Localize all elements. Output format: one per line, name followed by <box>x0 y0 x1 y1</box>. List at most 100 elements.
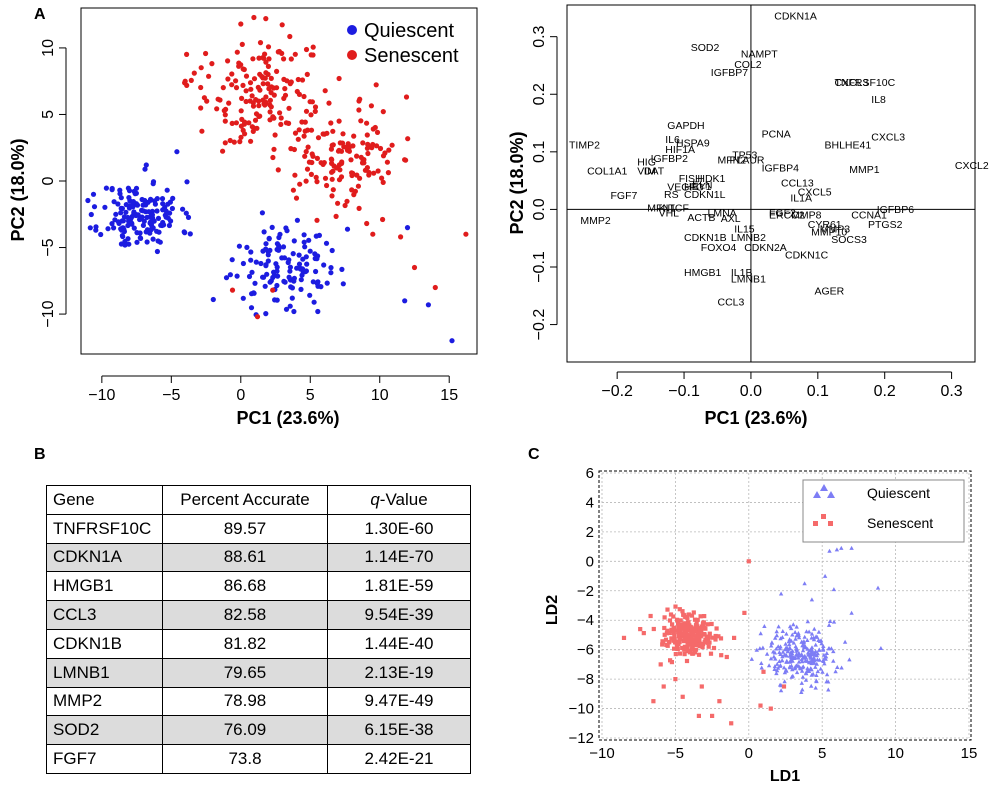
cell-percent-accurate: 81.82 <box>162 628 328 659</box>
point-senescent <box>238 21 244 27</box>
point-senescent <box>257 113 263 119</box>
point-quiescent <box>275 273 281 279</box>
point-quiescent <box>764 651 770 656</box>
point-senescent <box>322 175 329 181</box>
point-senescent <box>678 622 683 627</box>
point-senescent <box>696 713 701 718</box>
cell-percent-accurate: 79.65 <box>162 657 328 688</box>
point-quiescent <box>244 244 250 250</box>
point-senescent <box>312 108 318 114</box>
point-senescent <box>223 106 229 112</box>
point-senescent <box>226 100 232 106</box>
point-quiescent <box>289 295 295 301</box>
point-quiescent <box>303 254 309 260</box>
point-quiescent <box>805 638 810 642</box>
point-senescent <box>275 49 281 55</box>
gene-label: CCL13 <box>781 177 814 189</box>
point-senescent <box>287 33 293 40</box>
point-senescent <box>281 95 287 101</box>
point-senescent <box>203 50 209 57</box>
point-senescent <box>263 94 269 100</box>
point-senescent <box>677 639 682 644</box>
point-quiescent <box>762 624 767 628</box>
point-quiescent <box>210 296 216 303</box>
point-senescent <box>234 49 240 55</box>
point-senescent <box>262 102 268 108</box>
y-axis-label: PC2 (18.0%) <box>507 131 527 234</box>
point-senescent <box>206 73 212 79</box>
point-senescent <box>692 650 698 655</box>
cell-gene: CDKN1B <box>46 628 163 659</box>
point-senescent <box>710 635 715 640</box>
point-senescent <box>329 142 335 148</box>
point-senescent <box>661 684 666 689</box>
point-senescent <box>684 624 689 629</box>
point-quiescent <box>118 195 124 201</box>
point-quiescent <box>150 236 156 242</box>
point-senescent <box>198 65 204 71</box>
point-senescent <box>686 636 691 641</box>
point-senescent <box>677 607 682 612</box>
point-quiescent <box>810 648 815 653</box>
point-senescent <box>274 68 280 74</box>
point-quiescent <box>802 634 807 639</box>
point-quiescent <box>298 286 304 292</box>
point-quiescent <box>839 665 844 670</box>
point-senescent <box>222 118 228 124</box>
point-senescent <box>286 105 292 111</box>
point-senescent <box>638 627 643 632</box>
point-senescent <box>714 626 719 631</box>
point-senescent <box>239 116 245 122</box>
point-quiescent <box>279 255 285 261</box>
point-senescent <box>687 650 692 655</box>
point-quiescent <box>126 195 132 201</box>
point-senescent <box>673 628 678 633</box>
point-quiescent <box>290 251 296 257</box>
point-senescent <box>719 653 724 658</box>
point-senescent <box>361 160 367 166</box>
gene-label: CDKN1C <box>785 249 829 261</box>
point-quiescent <box>118 210 124 216</box>
y-tick-label: −2 <box>577 583 594 600</box>
point-quiescent <box>809 645 815 650</box>
point-senescent <box>680 694 685 699</box>
point-quiescent <box>780 658 785 663</box>
point-senescent <box>732 635 737 640</box>
x-tick-label: −0.2 <box>601 383 633 400</box>
point-senescent <box>214 106 220 112</box>
x-axis-ticks: −0.2 −0.1 0.0 0.1 0.2 0.3 <box>601 371 963 400</box>
y-tick-label: 5 <box>40 110 57 119</box>
point-senescent <box>265 44 272 50</box>
point-senescent <box>302 153 308 159</box>
point-senescent <box>369 145 375 151</box>
point-quiescent <box>758 631 763 636</box>
point-senescent <box>668 612 674 617</box>
cell-percent-accurate: 88.61 <box>162 542 328 573</box>
point-senescent <box>364 220 370 227</box>
point-quiescent <box>800 687 805 692</box>
point-quiescent <box>831 649 836 654</box>
point-senescent <box>693 647 699 652</box>
gene-label: COL2 <box>734 59 762 71</box>
point-quiescent <box>251 290 257 296</box>
point-senescent <box>349 187 355 193</box>
point-senescent <box>689 613 695 618</box>
point-quiescent <box>783 652 789 657</box>
point-senescent <box>201 95 207 101</box>
y-axis-ticks: −0.2 −0.1 0.0 0.1 0.2 0.3 <box>531 25 558 340</box>
point-senescent <box>243 73 250 79</box>
point-senescent <box>689 630 694 636</box>
point-senescent <box>257 40 264 46</box>
gene-label: CXCL3 <box>871 131 905 143</box>
point-senescent <box>685 649 690 654</box>
gene-label: CXCL5 <box>798 187 832 199</box>
point-senescent <box>690 644 695 649</box>
point-senescent <box>662 632 667 637</box>
point-senescent <box>698 614 703 619</box>
point-quiescent <box>826 622 832 627</box>
y-axis-ticks: −12 −10 −8 −6 −4 −2 0 2 4 6 <box>569 465 594 747</box>
point-senescent <box>702 639 707 645</box>
point-quiescent <box>274 264 280 270</box>
point-quiescent <box>276 247 282 253</box>
point-senescent <box>664 631 669 636</box>
